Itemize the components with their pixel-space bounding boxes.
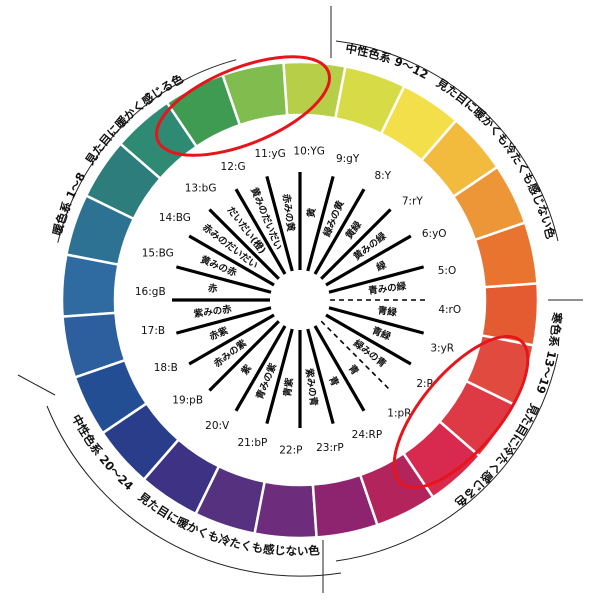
tone-spoke bbox=[208, 320, 280, 392]
tone-spoke bbox=[188, 313, 275, 366]
tone-name-label: 紫みの赤 bbox=[193, 303, 233, 320]
hue-code-label: 20:V bbox=[205, 420, 230, 432]
tone-spoke bbox=[265, 175, 294, 272]
hue-code-label: 23:rP bbox=[316, 442, 344, 454]
tone-spoke bbox=[328, 265, 425, 294]
hue-code-label: 7:rY bbox=[402, 196, 424, 208]
hue-code-label: 1:pR bbox=[387, 407, 411, 419]
hue-code-label: 17:B bbox=[141, 325, 165, 337]
hue-code-label: 5:O bbox=[438, 265, 456, 277]
tone-name-label: 紫みの青 bbox=[303, 368, 320, 408]
warm-group-border bbox=[57, 59, 237, 243]
hue-segment bbox=[253, 480, 318, 540]
tone-spoke bbox=[328, 306, 425, 335]
highlight-ellipse-cool bbox=[392, 334, 530, 490]
tone-spoke bbox=[320, 208, 392, 280]
hue-segment bbox=[282, 60, 347, 120]
hue-code-label: 21:bP bbox=[237, 437, 267, 449]
hue-segment-ring bbox=[60, 60, 540, 540]
tone-spoke bbox=[208, 208, 280, 280]
tone-name-label: 青 bbox=[346, 362, 362, 377]
hue-code-label: 14:BG bbox=[159, 212, 191, 224]
highlight-ellipse-warm bbox=[155, 55, 331, 157]
tone-spoke bbox=[234, 325, 287, 412]
tone-spoke bbox=[265, 328, 294, 425]
tone-name-label: 紫 bbox=[239, 362, 255, 377]
tone-spoke bbox=[325, 313, 412, 366]
tone-spoke bbox=[234, 188, 287, 275]
divider-left bbox=[17, 374, 56, 396]
tone-name-label: 赤紫 bbox=[208, 324, 231, 343]
tone-spoke bbox=[313, 325, 366, 412]
hue-code-label: 4:rO bbox=[438, 304, 461, 316]
tone-spoke bbox=[188, 234, 275, 287]
tone-name-label: 青緑 bbox=[370, 324, 393, 343]
tone-spoke bbox=[313, 188, 366, 275]
tone-spoke bbox=[325, 234, 412, 287]
hue-code-label: 10:YG bbox=[293, 145, 324, 157]
tone-name-label: 青紫 bbox=[281, 377, 295, 398]
hue-code-label: 18:B bbox=[154, 362, 178, 374]
tone-name-label: 青 bbox=[326, 375, 341, 389]
hue-code-label: 8:Y bbox=[374, 170, 391, 182]
tone-spoke bbox=[175, 265, 272, 294]
hue-code-label: 24:RP bbox=[352, 429, 383, 441]
tone-spoke bbox=[320, 320, 392, 392]
hue-code-label: 3:yR bbox=[430, 343, 454, 355]
hue-code-label: 6:yO bbox=[422, 228, 447, 240]
hue-code-label: 19:pB bbox=[172, 394, 203, 406]
hue-segment bbox=[358, 451, 435, 527]
tone-spoke bbox=[306, 328, 335, 425]
hue-code-label: 15:BG bbox=[142, 247, 174, 259]
hue-code-label: 13:bG bbox=[185, 183, 217, 195]
hue-code-label: 16:gB bbox=[135, 286, 166, 298]
center-circle bbox=[272, 272, 328, 328]
cool-group-border bbox=[335, 353, 559, 562]
tone-name-label: 赤 bbox=[207, 282, 218, 295]
group-borders bbox=[17, 6, 583, 593]
neutral-b-group-border bbox=[46, 405, 342, 577]
hue-code-labels: 1:pR2:R3:yR4:rO5:O6:yO7:rY8:Y9:gY10:YG11… bbox=[135, 145, 461, 456]
tone-name-label: 緑 bbox=[375, 259, 389, 274]
tone-name-label: 青緑 bbox=[377, 304, 398, 318]
hue-segment bbox=[60, 253, 120, 318]
tone-spoke bbox=[306, 175, 335, 272]
tone-spoke-group bbox=[172, 172, 428, 428]
tone-spoke bbox=[175, 306, 272, 335]
neutral-a-group-border bbox=[335, 40, 559, 242]
hue-code-label: 11:yG bbox=[254, 148, 285, 160]
hue-code-label: 12:G bbox=[221, 161, 246, 173]
tone-name-label: 黄 bbox=[305, 207, 318, 218]
hue-code-label: 9:gY bbox=[336, 153, 360, 165]
hue-code-label: 22:P bbox=[279, 445, 302, 457]
tone-name-label: 青みの緑 bbox=[368, 280, 408, 297]
tone-name-label: 赤みの黄 bbox=[280, 193, 297, 233]
